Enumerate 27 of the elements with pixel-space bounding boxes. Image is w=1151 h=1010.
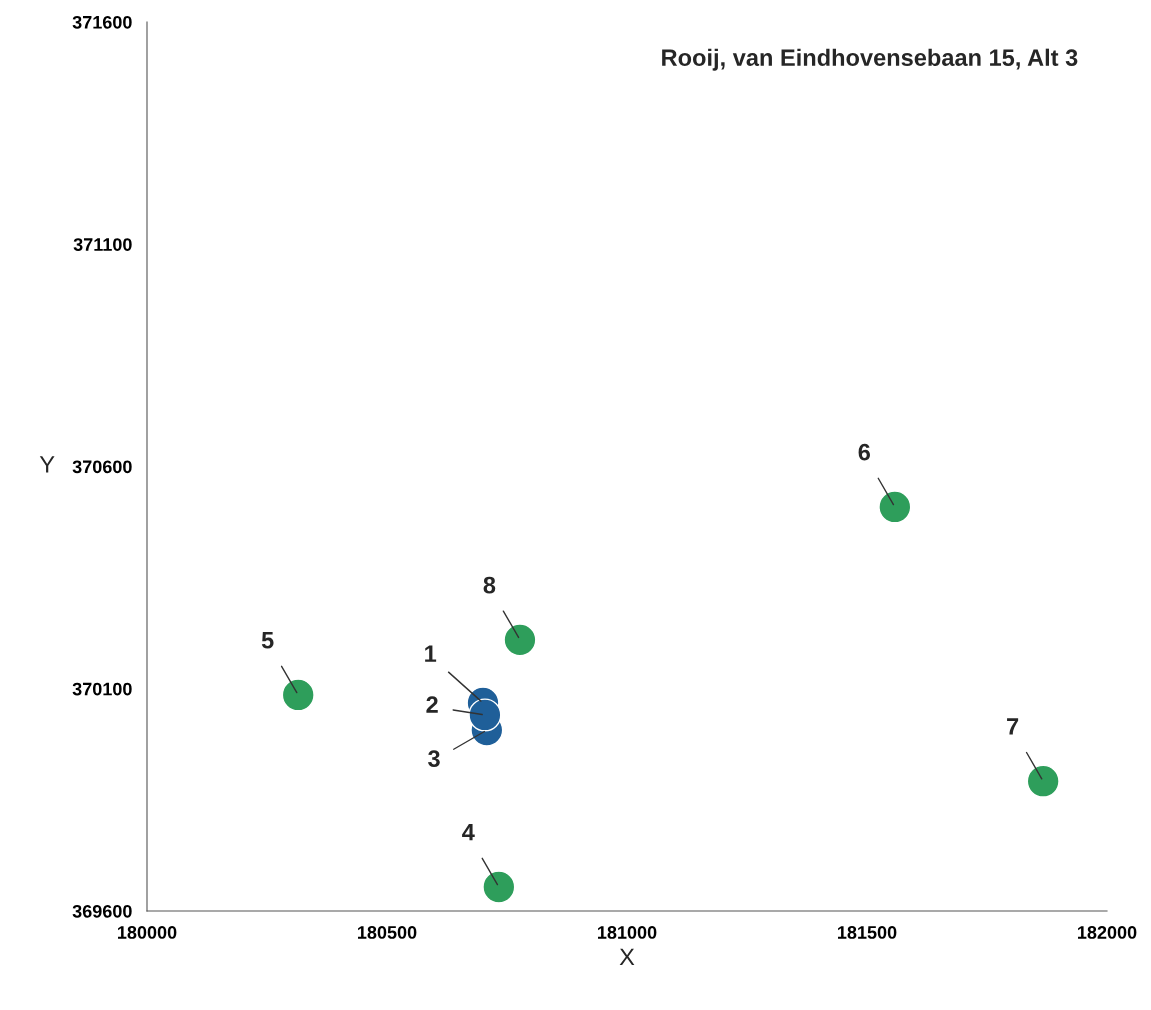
x-axis-title: X [619, 948, 635, 966]
annotation: 5 [261, 632, 274, 649]
x-tick-label: 180500 [358, 926, 417, 939]
x-tick-label: 180000 [118, 926, 177, 939]
y-tick-label: 369600 [72, 904, 132, 918]
annotation: 4 [462, 824, 475, 841]
point [1026, 764, 1060, 798]
x-tick-label: 182000 [1078, 926, 1137, 939]
point [281, 678, 315, 712]
annotation: 8 [483, 576, 496, 594]
x-tick-label: 181500 [838, 926, 897, 939]
x-tick-label: 181000 [598, 926, 657, 939]
point [468, 698, 502, 732]
annotation: 3 [428, 750, 440, 768]
annotation: 2 [426, 696, 438, 713]
point [482, 870, 516, 904]
annotation: 1 [425, 645, 437, 662]
y-tick-label: 371100 [73, 238, 132, 251]
y-axis-title: Y [39, 456, 55, 473]
y-tick-label: 370100 [72, 682, 132, 696]
point [878, 490, 912, 524]
annotation: 6 [858, 443, 870, 461]
text: Rooij, van Eindhovensebaan 15, Alt 3 [662, 48, 1078, 71]
point [503, 623, 537, 657]
annotation: 7 [1007, 718, 1019, 735]
y-tick-label: 370600 [72, 460, 132, 474]
y-tick-label: 371600 [72, 15, 132, 29]
